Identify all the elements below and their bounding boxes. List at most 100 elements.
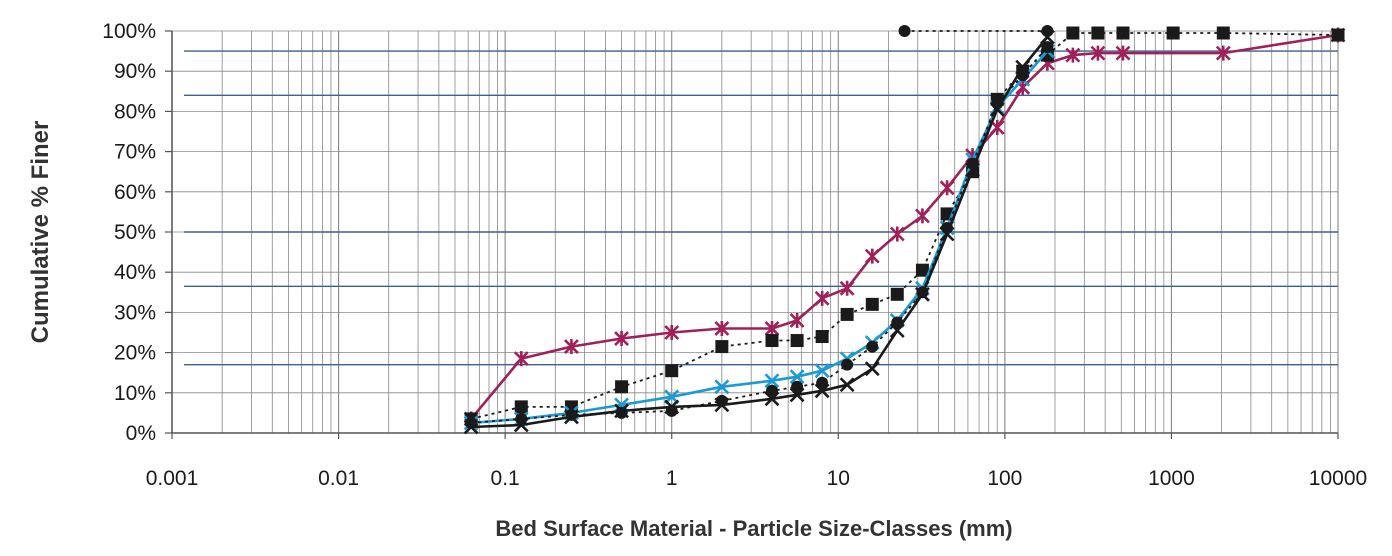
data-point <box>791 380 804 393</box>
series-line <box>471 46 1049 424</box>
data-point <box>1039 29 1055 45</box>
series-1 <box>463 27 1346 427</box>
axes <box>165 30 1339 439</box>
series-line <box>471 36 1049 429</box>
data-point <box>564 339 579 355</box>
data-point <box>1115 45 1131 61</box>
tick-labels: 0% 10% 20% 30% 40% 50% 60% 70% 80% 90% 100% 0.001 0.… <box>102 20 1367 490</box>
data-point <box>814 363 830 379</box>
data-point <box>714 320 730 336</box>
series-6 <box>463 29 1055 435</box>
series-3 <box>463 43 1055 431</box>
series-line <box>470 33 1339 420</box>
data-point <box>816 376 829 389</box>
data-point <box>789 387 805 403</box>
data-point <box>889 226 905 242</box>
data-point <box>864 361 880 377</box>
data-point <box>1066 26 1080 40</box>
data-point <box>1041 41 1054 54</box>
y-tick-label: 70% <box>114 141 156 164</box>
data-point <box>764 391 780 407</box>
data-point <box>1091 26 1105 40</box>
y-tick-label: 90% <box>114 60 156 83</box>
x-tick-label: 0.1 <box>491 467 520 490</box>
data-point <box>789 312 805 328</box>
data-point <box>715 340 729 354</box>
y-tick-label: 0% <box>126 422 156 445</box>
reference-lines <box>184 50 1338 366</box>
data-point <box>1331 28 1345 42</box>
data-point <box>1166 26 1180 40</box>
data-point <box>915 286 930 302</box>
data-point <box>965 162 980 178</box>
data-point <box>939 180 955 196</box>
data-point <box>840 307 854 321</box>
x-tick-label: 1000 <box>1148 467 1195 490</box>
data-point <box>864 248 880 264</box>
data-point <box>889 323 905 338</box>
data-point <box>565 408 578 421</box>
y-tick-label: 50% <box>114 221 156 244</box>
data-point <box>614 331 629 347</box>
data-point <box>865 297 879 311</box>
y-tick-label: 100% <box>102 20 156 43</box>
data-point <box>513 351 529 367</box>
data-point <box>789 369 805 385</box>
data-point <box>514 400 528 414</box>
data-point <box>615 380 629 394</box>
data-point <box>665 364 679 378</box>
series-4 <box>465 41 1054 429</box>
series-layer <box>463 25 1346 435</box>
data-point <box>764 373 780 389</box>
data-point <box>814 383 830 399</box>
x-tick-label: 10 <box>827 467 850 490</box>
data-point <box>513 417 529 433</box>
data-point <box>765 334 779 348</box>
data-point <box>1215 45 1231 61</box>
y-tick-label: 80% <box>114 100 156 123</box>
y-tick-label: 20% <box>114 342 156 365</box>
x-tick-label: 10000 <box>1309 467 1367 490</box>
data-point <box>714 379 730 395</box>
y-tick-label: 60% <box>114 181 156 204</box>
data-point <box>463 419 479 435</box>
data-point <box>814 290 830 306</box>
data-point <box>764 320 780 336</box>
series-line <box>470 32 1339 420</box>
data-point <box>1065 47 1081 63</box>
y-tick-label: 40% <box>114 261 156 284</box>
data-point <box>989 101 1005 117</box>
x-tick-label: 100 <box>987 467 1022 490</box>
y-tick-label: 10% <box>114 382 156 405</box>
x-axis-title: Bed Surface Material - Particle Size-Cla… <box>495 516 1012 541</box>
data-point <box>664 325 680 340</box>
data-point <box>839 377 855 393</box>
data-point <box>1116 26 1130 40</box>
y-tick-label: 30% <box>114 301 156 324</box>
data-point <box>615 406 628 419</box>
x-tick-label: 1 <box>666 467 678 490</box>
data-point <box>839 280 855 296</box>
x-tick-label: 0.01 <box>318 467 359 490</box>
data-point <box>766 384 779 397</box>
data-point <box>1015 59 1031 75</box>
series-line <box>470 50 1049 425</box>
data-point <box>890 287 904 301</box>
data-point <box>664 399 680 415</box>
data-point <box>841 358 854 371</box>
data-point <box>1090 45 1106 61</box>
data-point <box>915 263 929 277</box>
data-point <box>815 330 829 344</box>
data-point <box>939 226 955 242</box>
x-tick-label: 0.001 <box>146 467 199 490</box>
data-point <box>790 334 804 348</box>
data-point <box>866 340 879 353</box>
data-point <box>898 25 911 37</box>
data-point <box>1216 26 1230 40</box>
y-axis-title: Cumulative % Finer <box>27 121 54 344</box>
data-point <box>564 409 579 425</box>
data-point <box>614 403 629 419</box>
data-point <box>714 397 730 413</box>
data-point <box>915 208 930 224</box>
